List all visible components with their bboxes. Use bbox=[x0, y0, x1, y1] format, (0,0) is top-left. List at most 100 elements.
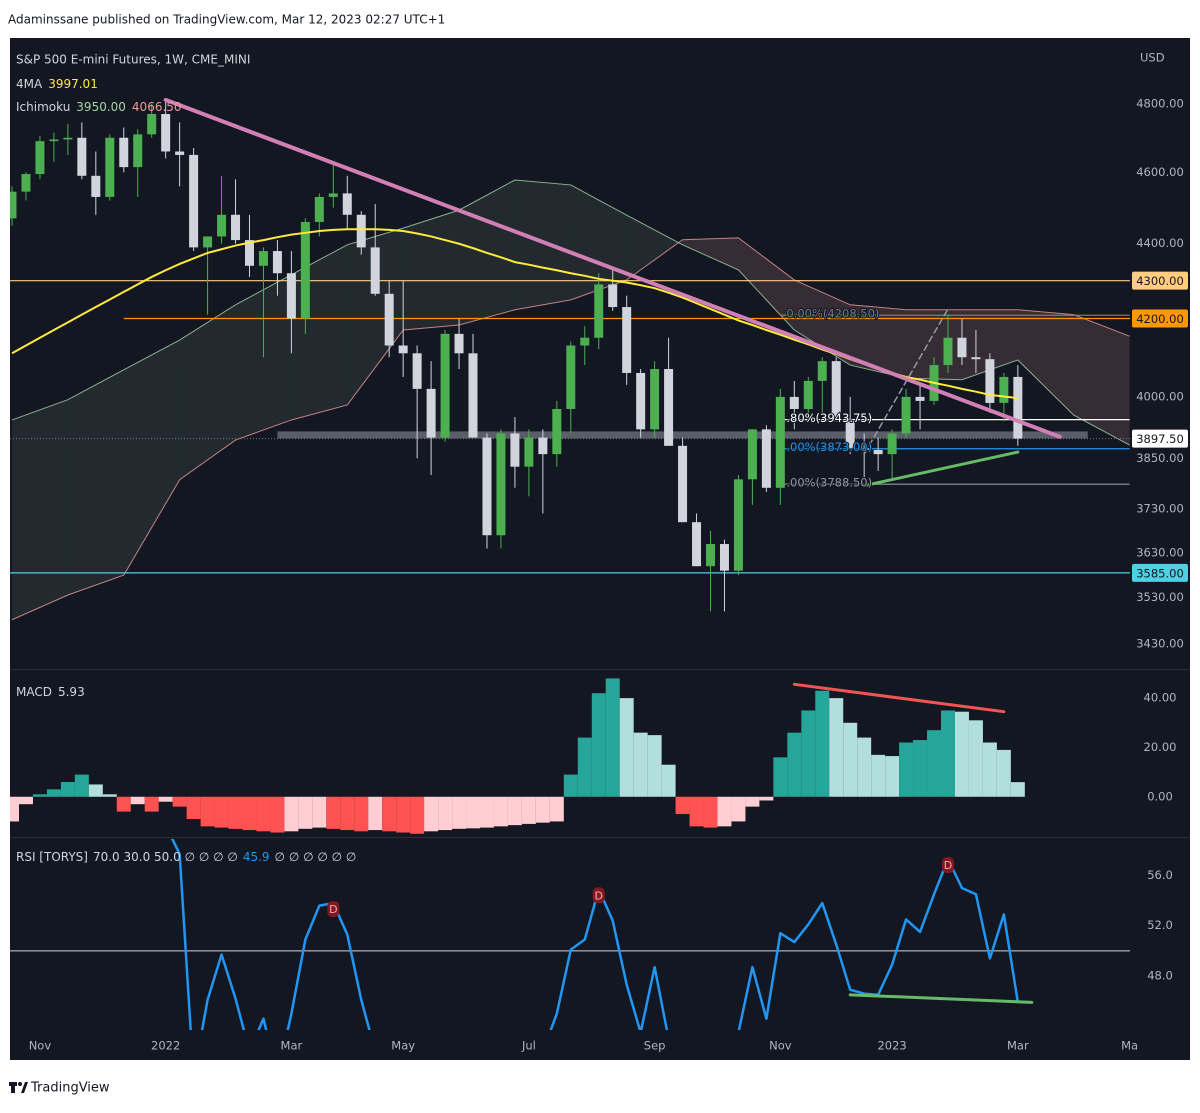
macd-bar bbox=[689, 796, 704, 827]
price-badge-label: 4300.00 bbox=[1136, 274, 1184, 288]
candle-body bbox=[105, 137, 115, 197]
macd-bar bbox=[731, 796, 746, 822]
ichimoku-value: 3950.00 bbox=[76, 100, 126, 114]
candle-body bbox=[426, 388, 436, 438]
ma-name: 4MA bbox=[16, 77, 43, 91]
candle-body bbox=[901, 396, 911, 434]
rsi-legend: RSI [TORYS] 70.0 30.0 50.0 ∅ ∅ ∅ ∅ 45.9 ∅ ∅… bbox=[16, 850, 356, 864]
candle-body bbox=[594, 284, 604, 338]
x-tick-label: Sep bbox=[644, 1039, 666, 1053]
divergence-marker bbox=[941, 857, 954, 874]
candle-body bbox=[719, 544, 729, 571]
ichimoku-cloud bbox=[514, 180, 571, 310]
macd-bar bbox=[466, 796, 480, 829]
ichimoku-cloud bbox=[235, 274, 292, 441]
rsi-line bbox=[170, 839, 1020, 1030]
macd-bar bbox=[857, 737, 872, 797]
ichimoku-cloud bbox=[1017, 309, 1074, 416]
y-tick-label: 0.00 bbox=[1147, 789, 1173, 803]
candle-body bbox=[971, 357, 981, 360]
macd-bar bbox=[74, 774, 89, 797]
macd-bar bbox=[801, 710, 816, 797]
chart-background bbox=[10, 38, 1190, 1060]
candle-body bbox=[664, 369, 674, 446]
candle-body bbox=[789, 396, 799, 409]
footer-brand: TradingView bbox=[30, 1081, 110, 1096]
candle-body bbox=[566, 345, 576, 409]
candle-body bbox=[342, 193, 352, 215]
candle-body bbox=[985, 359, 995, 403]
macd-bar bbox=[941, 710, 955, 797]
candle-body bbox=[552, 408, 562, 455]
candle-body bbox=[538, 437, 548, 455]
macd-bar bbox=[577, 737, 592, 797]
candle-body bbox=[747, 429, 757, 480]
y-tick-label: 56.0 bbox=[1147, 868, 1173, 882]
macd-bar bbox=[507, 796, 522, 826]
candle-body bbox=[21, 174, 31, 192]
candle-body bbox=[636, 372, 646, 430]
ichimoku-span bbox=[11, 179, 1130, 446]
price-badge-label: 3585.00 bbox=[1136, 566, 1184, 580]
macd-bar bbox=[1010, 782, 1025, 797]
ichimoku-cloud bbox=[850, 304, 907, 379]
macd-bar bbox=[340, 796, 355, 831]
candle-body bbox=[244, 240, 254, 266]
candle-body bbox=[817, 361, 827, 381]
candle-body bbox=[650, 369, 660, 430]
macd-bar bbox=[982, 742, 997, 797]
price-badge bbox=[1132, 271, 1188, 290]
candle-body bbox=[91, 175, 101, 197]
trend-line bbox=[863, 308, 949, 455]
macd-bar bbox=[368, 796, 383, 831]
x-tick-label: Mar bbox=[1007, 1039, 1029, 1053]
candle-body bbox=[999, 376, 1009, 403]
y-tick-label: 20.00 bbox=[1144, 740, 1177, 754]
candle-body bbox=[678, 445, 688, 523]
ichimoku-cloud bbox=[403, 210, 460, 331]
macd-bar bbox=[438, 796, 453, 831]
trend-line bbox=[862, 450, 1020, 488]
macd-legend: MACD 5.93 bbox=[16, 685, 85, 699]
x-tick-label: Nov bbox=[769, 1039, 792, 1053]
macd-bar bbox=[927, 730, 942, 797]
candle-body bbox=[10, 191, 17, 219]
candle-body bbox=[510, 433, 520, 467]
rsi-settings: ∅ ∅ ∅ ∅ ∅ ∅ bbox=[275, 850, 357, 864]
candle-body bbox=[803, 380, 813, 409]
macd-pane bbox=[10, 678, 1025, 834]
macd-bar bbox=[284, 796, 299, 832]
candle-body bbox=[258, 251, 268, 266]
macd-bar bbox=[186, 796, 201, 819]
candle-body bbox=[286, 273, 296, 319]
y-tick-label: 4800.00 bbox=[1136, 96, 1184, 110]
divergence-marker bbox=[592, 887, 605, 904]
macd-bar bbox=[10, 796, 19, 822]
fib-label: .00%(3873.00) bbox=[786, 440, 872, 454]
macd-bar bbox=[144, 796, 159, 812]
candle-body bbox=[580, 337, 590, 346]
candle-body bbox=[356, 214, 366, 248]
ichimoku-cloud bbox=[179, 304, 236, 480]
ichimoku-value: 4066.50 bbox=[132, 100, 182, 114]
macd-bar bbox=[228, 796, 243, 829]
candle-body bbox=[482, 437, 492, 536]
candle-body bbox=[706, 544, 715, 567]
y-tick-label: 48.0 bbox=[1147, 968, 1173, 982]
ichimoku-cloud bbox=[12, 399, 68, 620]
fib-label: 0.00%(4208.50) bbox=[786, 307, 879, 321]
macd-name: MACD bbox=[16, 685, 52, 699]
macd-bar bbox=[829, 698, 844, 797]
candle-body bbox=[300, 221, 310, 319]
macd-bar bbox=[717, 796, 732, 827]
macd-bar bbox=[619, 698, 634, 797]
x-tick-label: 2022 bbox=[151, 1039, 180, 1053]
macd-bar bbox=[843, 722, 858, 797]
rsi-name: RSI [TORYS] bbox=[16, 850, 88, 864]
candle-body bbox=[384, 293, 394, 346]
candle-body bbox=[217, 214, 227, 237]
rsi-pane: D D D bbox=[10, 839, 1130, 1030]
macd-bar bbox=[773, 757, 788, 797]
candle-body bbox=[692, 522, 702, 567]
macd-bar bbox=[996, 749, 1011, 797]
